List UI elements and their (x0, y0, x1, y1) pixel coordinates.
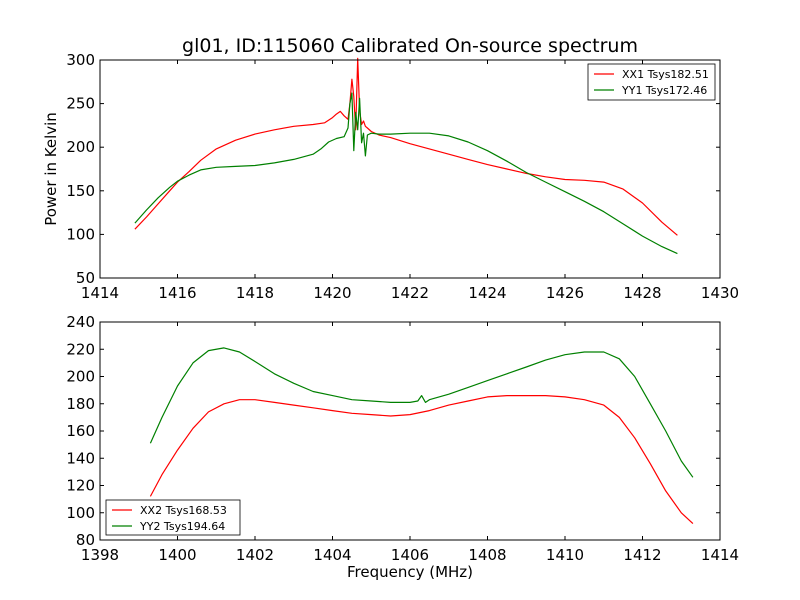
bottom-series-line-1 (149, 395, 694, 525)
top-legend-box (587, 63, 716, 101)
bottom-y-tick-label: 120 (66, 477, 95, 495)
bottom-x-tick-label: 1402 (236, 546, 274, 564)
bottom-x-tick-label: 1406 (391, 546, 429, 564)
bottom-x-tick-label: 1398 (81, 546, 119, 564)
top-x-tick-label: 1430 (701, 284, 739, 302)
top-y-tick-label: 300 (66, 51, 95, 69)
top-series-line-2 (134, 92, 678, 255)
bottom-y-tick-label: 240 (66, 313, 95, 331)
bottom-x-tick-label: 1404 (313, 546, 351, 564)
top-series-line-1 (134, 57, 678, 236)
top-y-tick-label: 50 (76, 269, 95, 287)
bottom-y-tick-label: 100 (66, 504, 95, 522)
bottom-y-tick-label: 180 (66, 395, 95, 413)
bottom-x-tick-label: 1408 (468, 546, 506, 564)
bottom-x-tick-label: 1400 (158, 546, 196, 564)
bottom-y-tick-label: 160 (66, 422, 95, 440)
top-y-tick-label: 100 (66, 225, 95, 243)
top-x-tick-label: 1428 (623, 284, 661, 302)
bottom-x-axis-label: Frequency (MHz) (347, 563, 473, 581)
bottom-legend-box (105, 499, 241, 536)
top-x-tick-label: 1424 (468, 284, 506, 302)
chart-title: gl01, ID:115060 Calibrated On-source spe… (182, 35, 638, 57)
bottom-y-tick-label: 140 (66, 449, 95, 467)
top-x-tick-label: 1426 (546, 284, 584, 302)
top-x-tick-label: 1414 (81, 284, 119, 302)
top-x-tick-label: 1422 (391, 284, 429, 302)
bottom-y-tick-label: 80 (76, 531, 95, 549)
top-x-tick-label: 1416 (158, 284, 196, 302)
top-x-tick-label: 1418 (236, 284, 274, 302)
top-panel: 1414 1416 1418 1420 1422 1424 1426 1428 1430 50 10… (66, 51, 739, 302)
bottom-y-tick-label: 200 (66, 368, 95, 386)
top-y-axis-label: Power in Kelvin (42, 112, 60, 226)
bottom-x-tick-label: 1410 (546, 546, 584, 564)
bottom-legend-label-1: XX2 Tsys168.53 (140, 504, 227, 517)
bottom-legend-label-2: YY2 Tsys194.64 (139, 520, 225, 533)
bottom-x-tick-label: 1414 (701, 546, 739, 564)
bottom-x-tick-label: 1412 (623, 546, 661, 564)
bottom-series-line-2 (149, 347, 694, 478)
top-y-tick-label: 250 (66, 95, 95, 113)
bottom-legend: XX2 Tsys168.53 YY2 Tsys194.64 (105, 499, 241, 536)
top-y-tick-label: 150 (66, 182, 95, 200)
top-legend: XX1 Tsys182.51 YY1 Tsys172.46 (587, 63, 716, 101)
top-x-tick-label: 1420 (313, 284, 351, 302)
bottom-panel: 1398 1400 1402 1404 1406 1408 1410 1412 1414 80 10… (66, 313, 739, 564)
top-legend-label-2: YY1 Tsys172.46 (621, 84, 707, 97)
bottom-y-tick-label: 220 (66, 340, 95, 358)
top-legend-label-1: XX1 Tsys182.51 (622, 68, 709, 81)
top-y-tick-label: 200 (66, 138, 95, 156)
